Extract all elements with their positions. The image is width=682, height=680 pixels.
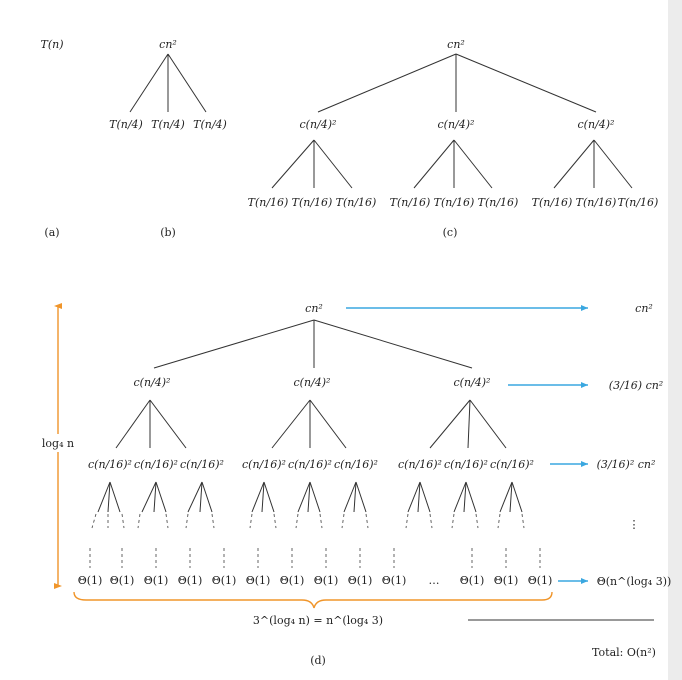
panel-d-leaf: Θ(1) — [178, 574, 203, 587]
panel-c-leaf: T(n/16) — [576, 196, 617, 209]
panel-d-leaf: Θ(1) — [382, 574, 407, 587]
panel-d-leaf: Θ(1) — [494, 574, 519, 587]
panel-d-level1-node: c(n/4)² — [134, 376, 171, 389]
panel-d-leaf: Θ(1) — [460, 574, 485, 587]
right-scroll-gutter — [668, 0, 682, 680]
panel-c-leaf: T(n/16) — [618, 196, 659, 209]
panel-d-level2-node: c(n/16)² — [288, 458, 332, 471]
panel-a: T(n) (a) — [40, 38, 63, 239]
leaf-count-brace — [73, 591, 553, 609]
panel-d-leaf: Θ(1) — [528, 574, 553, 587]
panel-d-leaf: Θ(1) — [212, 574, 237, 587]
panel-d-label: (d) — [310, 654, 326, 667]
panel-c-level1-node: c(n/4)² — [578, 118, 615, 131]
panel-b-root: cn² — [159, 38, 177, 51]
panel-d-level1-node: c(n/4)² — [454, 376, 491, 389]
panel-d-level2-node: c(n/16)² — [242, 458, 286, 471]
panel-c-level1-node: c(n/4)² — [300, 118, 337, 131]
panel-d-leaf: Θ(1) — [348, 574, 373, 587]
level0-cost: cn² — [635, 302, 653, 315]
height-label: log₄ n — [42, 437, 74, 450]
panel-c-label: (c) — [443, 226, 458, 239]
edge — [429, 399, 471, 449]
panel-d-root: cn² — [305, 302, 323, 315]
panel-c-level1-node: c(n/4)² — [438, 118, 475, 131]
panel-d-leaf: Θ(1) — [280, 574, 305, 587]
panel-c-leaf: T(n/16) — [532, 196, 573, 209]
total-cost: Total: O(n²) — [592, 646, 656, 659]
level3-fanout — [97, 481, 523, 513]
leaf-count-label: 3^(log₄ n) = n^(log₄ 3) — [253, 614, 383, 627]
edge — [469, 399, 507, 449]
edge — [149, 399, 187, 449]
panel-d-level2-node: c(n/16)² — [444, 458, 488, 471]
panel-d-level2-node: c(n/16)² — [134, 458, 178, 471]
panel-b: cn² T(n/4) T(n/4) T(n/4) (b) — [109, 38, 227, 239]
edge — [167, 53, 207, 113]
panel-d-level2-node: c(n/16)² — [490, 458, 534, 471]
panel-c-leaf: T(n/16) — [434, 196, 475, 209]
level2-cost: (3/16)² cn² — [597, 458, 656, 471]
panel-b-label: (b) — [160, 226, 176, 239]
leaf-level-cost: Θ(n^(log₄ 3)) — [597, 575, 672, 588]
panel-d-leaf: Θ(1) — [314, 574, 339, 587]
edge — [467, 399, 471, 449]
edge — [309, 399, 347, 449]
panel-d-level2-node: c(n/16)² — [334, 458, 378, 471]
edge — [453, 139, 493, 189]
edge — [553, 139, 595, 189]
panel-d-leaf: Θ(1) — [246, 574, 271, 587]
panel-b-child: T(n/4) — [151, 118, 185, 131]
edge — [313, 319, 473, 369]
panel-c-leaf: T(n/16) — [390, 196, 431, 209]
panel-c-leaf: T(n/16) — [478, 196, 519, 209]
edge — [129, 53, 169, 113]
panel-d-leaf: Θ(1) — [78, 574, 103, 587]
edge — [271, 139, 315, 189]
dashed-continuations — [89, 513, 541, 568]
edge — [455, 53, 597, 113]
edge — [153, 319, 315, 369]
edge — [271, 399, 311, 449]
panel-d-level1-node: c(n/4)² — [294, 376, 331, 389]
panel-d: cn² c(n/4)² c(n/4)² c(n/4)² c(n/16)² c(n… — [30, 302, 671, 667]
edge — [115, 399, 151, 449]
panel-a-node: T(n) — [40, 38, 63, 51]
edge — [317, 53, 457, 113]
vertical-ellipsis: ⋮ — [629, 518, 640, 531]
edge — [593, 139, 633, 189]
panel-c: cn² c(n/4)² c(n/4)² c(n/4)² T(n/16) T(n/… — [248, 38, 659, 239]
height-label-bg — [30, 434, 88, 452]
panel-d-leaf: Θ(1) — [144, 574, 169, 587]
level1-cost: (3/16) cn² — [609, 379, 663, 392]
panel-d-level2-node: c(n/16)² — [88, 458, 132, 471]
panel-a-label: (a) — [44, 226, 59, 239]
panel-c-leaf: T(n/16) — [336, 196, 377, 209]
panel-d-leaf: Θ(1) — [110, 574, 135, 587]
panel-b-child: T(n/4) — [109, 118, 143, 131]
panel-d-level2-node: c(n/16)² — [398, 458, 442, 471]
panel-c-leaf: T(n/16) — [248, 196, 289, 209]
edge — [313, 139, 353, 189]
panel-c-root: cn² — [447, 38, 465, 51]
panel-b-child: T(n/4) — [193, 118, 227, 131]
panel-d-level2-node: c(n/16)² — [180, 458, 224, 471]
edge — [413, 139, 455, 189]
panel-d-leaf-ellipsis: … — [429, 574, 440, 587]
panel-c-leaf: T(n/16) — [292, 196, 333, 209]
